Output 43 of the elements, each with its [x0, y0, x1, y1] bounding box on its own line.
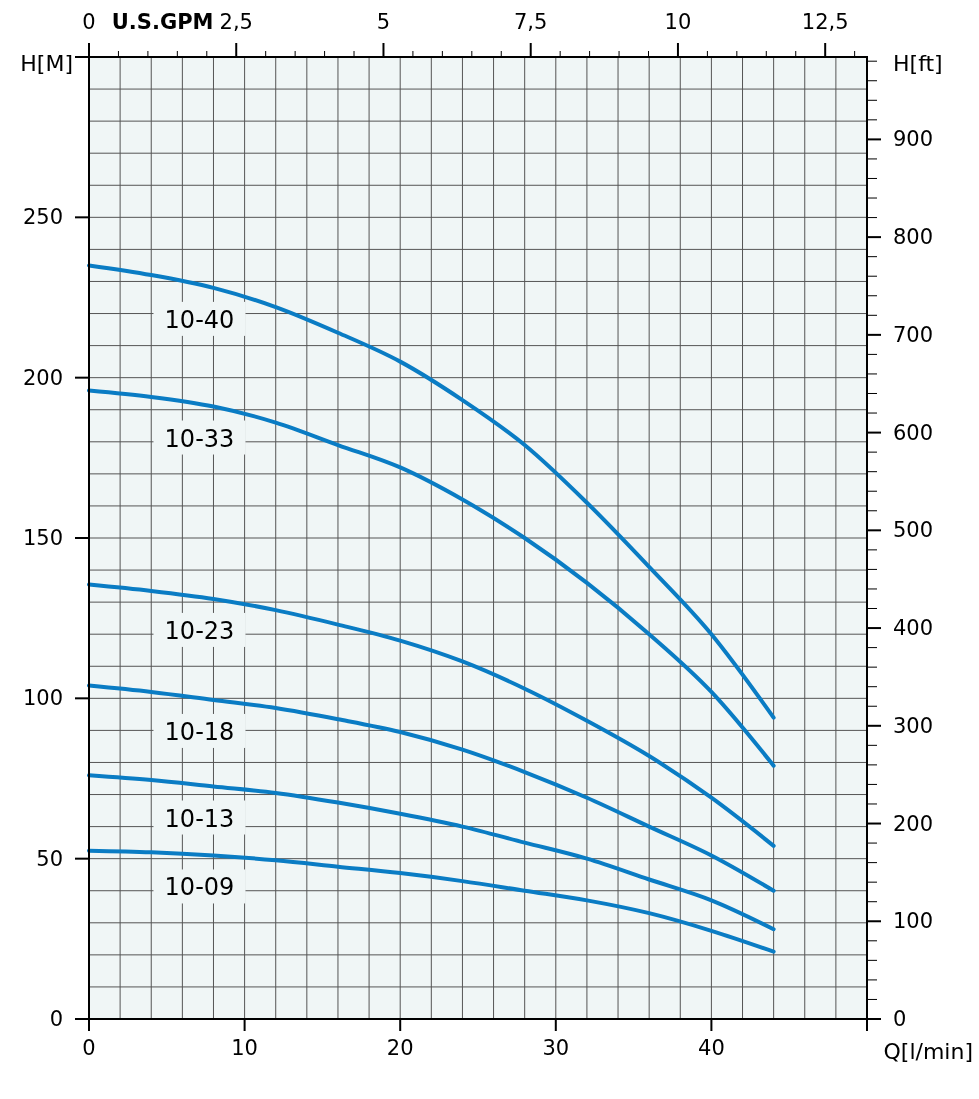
- y2-tick-label: 0: [893, 1007, 907, 1031]
- y-tick-label: 200: [22, 365, 63, 390]
- y-tick-label: 150: [22, 526, 63, 550]
- y2-tick-label: 600: [893, 420, 934, 445]
- y2-tick-label: 100: [893, 909, 934, 934]
- y-tick-label: 50: [36, 846, 63, 871]
- series-label: 10-40: [164, 305, 235, 334]
- line-series: [87, 848, 776, 954]
- y2-tick-label: 800: [893, 225, 934, 250]
- y2-tick-label: 300: [893, 713, 934, 738]
- line-series: [87, 388, 776, 768]
- y2-tick-label: 700: [893, 322, 934, 347]
- line-series: [87, 683, 776, 893]
- y2-tick-label: 400: [893, 616, 934, 641]
- y-axis-title: H[M]: [20, 51, 73, 76]
- line-series: [87, 773, 776, 932]
- series-label: 10-18: [164, 717, 235, 746]
- y2-axis-title: H[ft]: [893, 51, 943, 76]
- y-tick-label: 0: [49, 1007, 63, 1031]
- y-tick-label: 250: [22, 205, 63, 230]
- y-tick-label: 100: [22, 686, 63, 711]
- series-label: 10-09: [164, 873, 235, 902]
- series-label: 10-33: [164, 424, 235, 453]
- y2-tick-label: 900: [893, 127, 934, 152]
- y2-tick-label: 500: [893, 518, 934, 543]
- series-label: 10-13: [164, 804, 235, 833]
- x-tick-label: 30: [542, 1036, 570, 1060]
- x2-tick-label: 0: [82, 10, 96, 34]
- x-tick-label: 10: [231, 1036, 258, 1060]
- x2-tick-label: 10: [664, 10, 692, 34]
- x-axis-title: Q[l/min]: [883, 1039, 973, 1064]
- x2-tick-label: 5: [376, 10, 391, 34]
- x2-axis-title: U.S.GPM: [111, 10, 214, 34]
- line-series: [87, 263, 776, 720]
- series-label: 10-23: [164, 616, 235, 645]
- x2-tick-label: 7,5: [514, 10, 548, 34]
- y2-tick-label: 200: [893, 811, 934, 836]
- x2-tick-label: 2,5: [219, 10, 253, 34]
- x-tick-label: 20: [386, 1036, 414, 1060]
- x-tick-label: 40: [698, 1036, 725, 1060]
- x2-tick-label: 12,5: [801, 10, 849, 34]
- x-tick-label: 0: [82, 1036, 96, 1060]
- line-series: [87, 582, 776, 848]
